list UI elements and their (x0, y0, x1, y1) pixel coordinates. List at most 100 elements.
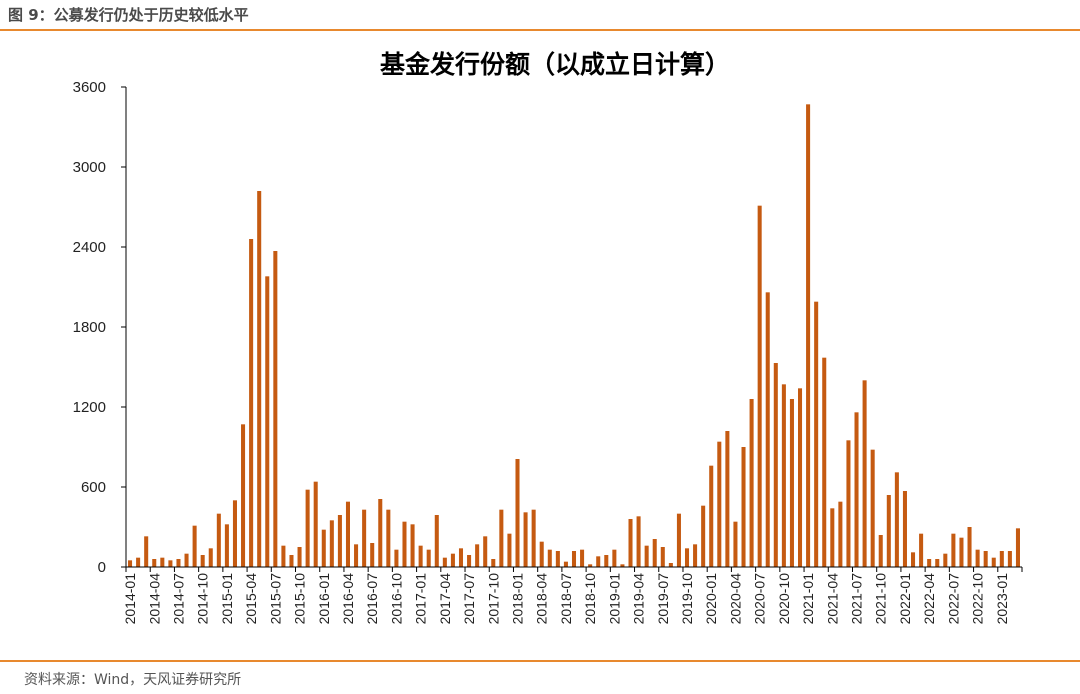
bar-2020-01 (709, 465, 714, 567)
x-tick-label: 2014-01 (122, 573, 138, 625)
bar-2019-07 (660, 547, 665, 567)
bar-2019-01 (612, 549, 617, 567)
bar-2014-07 (176, 559, 181, 567)
bar-2021-08 (862, 380, 867, 567)
x-tick-label: 2020-07 (752, 573, 768, 625)
x-tick-label: 2015-07 (267, 573, 283, 625)
bar-2018-12 (604, 555, 609, 567)
x-tick-label: 2015-01 (219, 573, 235, 625)
bar-2018-04 (539, 541, 544, 567)
bar-2020-07 (757, 205, 762, 568)
bar-2022-11 (983, 551, 988, 567)
bar-2021-07 (854, 412, 859, 567)
bar-2020-02 (717, 441, 722, 567)
bar-2022-02 (911, 552, 916, 567)
x-tick-label: 2022-07 (945, 573, 961, 625)
x-tick-label: 2022-04 (921, 573, 937, 625)
bar-2023-02 (1007, 551, 1012, 567)
x-tick-label: 2021-10 (873, 573, 889, 625)
bar-2020-08 (765, 292, 770, 567)
bar-2021-02 (814, 301, 819, 567)
bar-2019-09 (676, 513, 681, 567)
bar-2016-05 (354, 544, 359, 567)
x-tick-label: 2014-04 (146, 573, 162, 625)
x-tick-label: 2017-04 (437, 573, 453, 625)
bar-2015-09 (289, 555, 294, 567)
bar-2020-06 (749, 399, 754, 567)
bar-2016-12 (410, 524, 415, 567)
bar-2014-02 (136, 557, 141, 567)
bar-2020-03 (725, 431, 730, 567)
y-tick-label: 3000 (73, 159, 106, 176)
x-tick-label: 2018-04 (534, 573, 550, 625)
top-divider (0, 29, 1080, 31)
bar-2019-05 (644, 545, 649, 567)
bar-2015-04 (249, 239, 254, 567)
bar-2021-03 (822, 357, 827, 567)
bar-2022-12 (991, 557, 996, 567)
bar-2014-11 (208, 548, 213, 567)
bar-2021-01 (806, 104, 811, 567)
bar-2018-07 (563, 561, 568, 567)
bar-2014-08 (184, 553, 189, 567)
y-tick-label: 1800 (73, 319, 106, 336)
bar-2019-10 (684, 548, 690, 567)
x-tick-label: 2018-01 (509, 573, 525, 625)
bar-2017-02 (426, 549, 431, 567)
bar-2019-02 (620, 564, 625, 567)
bar-2018-11 (596, 556, 601, 567)
x-tick-label: 2016-07 (364, 573, 380, 625)
bar-2015-07 (273, 251, 278, 567)
bar-2021-10 (878, 535, 883, 567)
bar-2018-01 (515, 459, 520, 567)
x-tick-label: 2020-01 (703, 573, 719, 625)
bar-2023-01 (999, 551, 1004, 567)
bar-2014-06 (168, 560, 173, 567)
x-tick-label: 2017-10 (485, 573, 501, 625)
bar-2023-03 (1015, 528, 1020, 567)
y-tick-label: 2400 (73, 239, 106, 256)
x-tick-label: 2019-10 (679, 573, 695, 625)
y-tick-label: 600 (81, 479, 106, 496)
bar-2016-09 (386, 509, 391, 567)
chart-title: 基金发行份额（以成立日计算） (380, 50, 730, 79)
bar-2021-04 (830, 508, 835, 567)
x-tick-label: 2022-10 (970, 573, 986, 625)
bar-2019-11 (693, 544, 698, 567)
bar-2021-05 (838, 501, 843, 567)
bar-2021-12 (894, 472, 899, 567)
bar-2021-09 (870, 449, 875, 567)
bar-2017-04 (442, 557, 447, 567)
bar-2017-07 (467, 555, 472, 567)
bar-2020-05 (741, 447, 746, 567)
x-tick-label: 2018-10 (582, 573, 598, 625)
bar-2022-01 (902, 491, 907, 567)
x-tick-label: 2016-10 (388, 573, 404, 625)
y-tick-label: 0 (98, 559, 106, 576)
bar-2018-09 (580, 549, 585, 567)
bar-2021-06 (846, 440, 851, 567)
bar-2015-05 (257, 191, 262, 567)
y-axis: 0 600 1200 1800 2400 3000 3600 (73, 79, 127, 576)
bar-2014-09 (192, 525, 197, 567)
x-tick-label: 2014-10 (195, 573, 211, 625)
bar-2022-08 (959, 537, 964, 567)
bars (128, 104, 1020, 568)
bar-2022-09 (967, 527, 972, 567)
bar-2022-07 (951, 533, 956, 567)
bar-2022-04 (927, 559, 932, 567)
bar-2014-04 (152, 559, 157, 567)
bar-2015-11 (305, 489, 310, 567)
bar-chart: 基金发行份额（以成立日计算） 060012001800240030003600 … (73, 50, 1023, 625)
y-tick-label: 3600 (73, 79, 106, 96)
bar-2014-05 (160, 557, 165, 567)
source-note: 资料来源：Wind，天风证券研究所 (24, 672, 242, 688)
bar-2018-08 (571, 551, 577, 567)
bar-2019-12 (701, 505, 706, 567)
bar-2017-12 (507, 533, 512, 567)
figure-caption: 图 9：公募发行仍处于历史较低水平 (8, 6, 249, 24)
bar-2019-06 (652, 539, 657, 567)
x-tick-label: 2014-07 (170, 573, 186, 625)
x-tick-label: 2019-07 (655, 573, 671, 625)
bar-2016-06 (362, 509, 367, 567)
